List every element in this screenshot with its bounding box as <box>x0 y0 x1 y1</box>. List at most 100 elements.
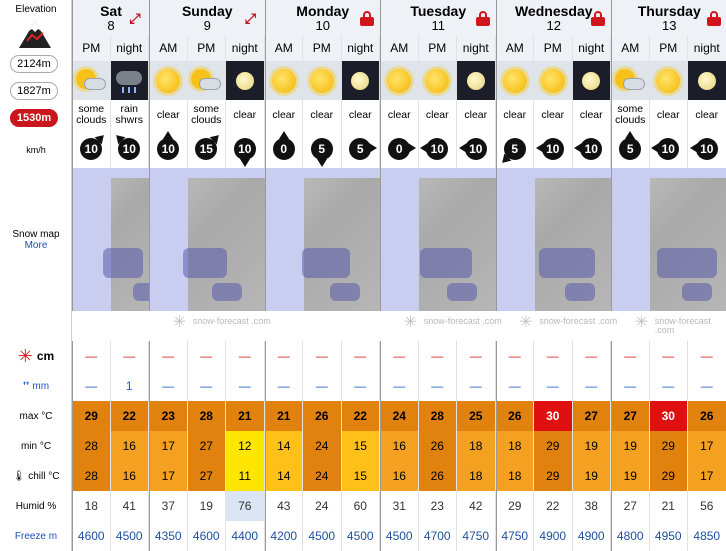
wind-cell: 5 <box>303 130 342 168</box>
weather-cell <box>649 61 688 100</box>
wind-cell: 10 <box>149 130 188 168</box>
wind-direction-icon: 10 <box>233 138 256 167</box>
weather-cell <box>534 61 573 100</box>
sun-icon <box>156 68 181 93</box>
snow-amount: — <box>149 341 188 371</box>
day-header-monday[interactable]: Monday 10 <box>264 0 380 35</box>
snowflake-logo-icon: ✳ <box>519 314 533 331</box>
chill-temp: 19 <box>572 461 611 491</box>
day-header-thursday[interactable]: Thursday 13 <box>611 0 726 35</box>
snow-map-thumbnail[interactable] <box>264 168 380 311</box>
max-temp: 28 <box>418 401 457 431</box>
period-label: PM <box>72 35 111 61</box>
max-temp: 27 <box>611 401 650 431</box>
wind-speed: 5 <box>626 142 634 156</box>
min-temp: 16 <box>110 431 149 461</box>
humidity-value: 41 <box>111 491 149 521</box>
weather-cell <box>611 61 650 100</box>
min-temp: 18 <box>457 431 496 461</box>
min-temp: 27 <box>187 431 226 461</box>
day-header-sunday[interactable]: Sunday 9 ⤢ <box>149 0 265 35</box>
weather-summary: clear <box>457 100 496 130</box>
day-name: Monday <box>296 3 350 19</box>
chill-temp: 17 <box>149 461 188 491</box>
min-temp: 29 <box>534 431 573 461</box>
wind-direction-icon: 10 <box>420 138 449 160</box>
period-label: PM <box>534 35 573 61</box>
max-temp: 24 <box>380 401 419 431</box>
wind-direction-icon: 0 <box>388 138 417 160</box>
snow-amount: — <box>342 341 380 371</box>
max-temp: 23 <box>149 401 188 431</box>
min-temp-label: min °C <box>20 440 52 452</box>
weather-cell <box>149 61 188 100</box>
chill-temp-row: 28 16 17 27 11 14 24 15 16 26 18 18 29 19 19 29 17 <box>72 461 726 491</box>
wind-speed: 10 <box>122 142 136 156</box>
elevation-2124-button[interactable]: 2124m <box>10 55 58 73</box>
wind-direction-icon: 10 <box>574 138 603 160</box>
period-label: PM <box>419 35 457 61</box>
lock-icon[interactable] <box>591 11 605 26</box>
min-temp: 14 <box>264 431 303 461</box>
snowflake-logo-icon: ✳ <box>172 314 187 331</box>
wind-speed: 10 <box>584 142 598 156</box>
max-temp: 22 <box>341 401 380 431</box>
snow-map-thumbnail[interactable] <box>72 168 149 311</box>
wind-speed: 15 <box>199 142 213 156</box>
weather-summary: some clouds <box>188 100 226 130</box>
more-link[interactable]: More <box>24 239 48 251</box>
chill-temp: 14 <box>264 461 303 491</box>
snow-amount: — <box>380 341 419 371</box>
day-number: 13 <box>662 18 677 33</box>
snow-amount: — <box>573 341 611 371</box>
rain-amount: — <box>573 371 611 401</box>
freeze-level-value: 4950 <box>650 521 688 551</box>
max-temp: 30 <box>649 401 688 431</box>
snow-map-thumbnail[interactable] <box>611 168 726 311</box>
elevation-1827-button[interactable]: 1827m <box>10 82 58 100</box>
freeze-level-value: 4500 <box>342 521 380 551</box>
rain-amount: — <box>495 371 534 401</box>
chill-temp: 19 <box>611 461 650 491</box>
snow-map-thumbnail[interactable] <box>380 168 496 311</box>
snowflake-logo-icon: ✳ <box>403 314 418 331</box>
snow-map-thumbnail[interactable] <box>495 168 611 311</box>
weather-cell <box>72 61 111 100</box>
day-header-wednesday[interactable]: Wednesday 12 <box>495 0 611 35</box>
min-temp: 19 <box>572 431 611 461</box>
elevation-1530-button[interactable]: 1530m <box>10 109 58 127</box>
snow-amount: — <box>303 341 342 371</box>
max-temp: 26 <box>303 401 342 431</box>
snow-amount: — <box>650 341 688 371</box>
lock-icon[interactable] <box>475 11 490 26</box>
day-number: 8 <box>107 18 115 33</box>
humidity-value: 18 <box>72 491 111 521</box>
max-temp-label: max °C <box>19 410 53 422</box>
branding-strip: ✳ snow-forecast .com ✳ snow-forecast .com ✳ s… <box>72 311 726 341</box>
snow-map-thumbnail[interactable] <box>149 168 265 311</box>
wind-cell: 10 <box>534 130 573 168</box>
rain-amount: — <box>264 371 303 401</box>
day-name: Wednesday <box>514 3 593 19</box>
chill-temp: 29 <box>649 461 688 491</box>
wind-speed: 10 <box>238 142 252 156</box>
day-header-tuesday[interactable]: Tuesday 11 <box>380 0 496 35</box>
expand-icon[interactable]: ⤢ <box>244 10 257 26</box>
wind-cell: 10 <box>419 130 457 168</box>
lock-icon[interactable] <box>360 11 374 26</box>
wind-direction-icon: 5 <box>310 138 333 167</box>
humidity-value: 27 <box>611 491 650 521</box>
expand-icon[interactable]: ⤢ <box>129 10 141 26</box>
chill-temp-label: 🌡︎ chill °C <box>12 470 60 482</box>
period-label: AM <box>149 35 188 61</box>
day-number: 10 <box>315 18 330 33</box>
rain-amount: — <box>188 371 226 401</box>
snow-map-strip[interactable] <box>72 168 726 311</box>
lock-icon[interactable] <box>706 11 721 26</box>
day-number: 11 <box>431 18 446 33</box>
period-label: night <box>111 35 149 61</box>
wind-cell: 5 <box>495 130 534 168</box>
day-header-sat[interactable]: Sat 8 ⤢ <box>72 0 149 35</box>
rain-amount: — <box>419 371 457 401</box>
